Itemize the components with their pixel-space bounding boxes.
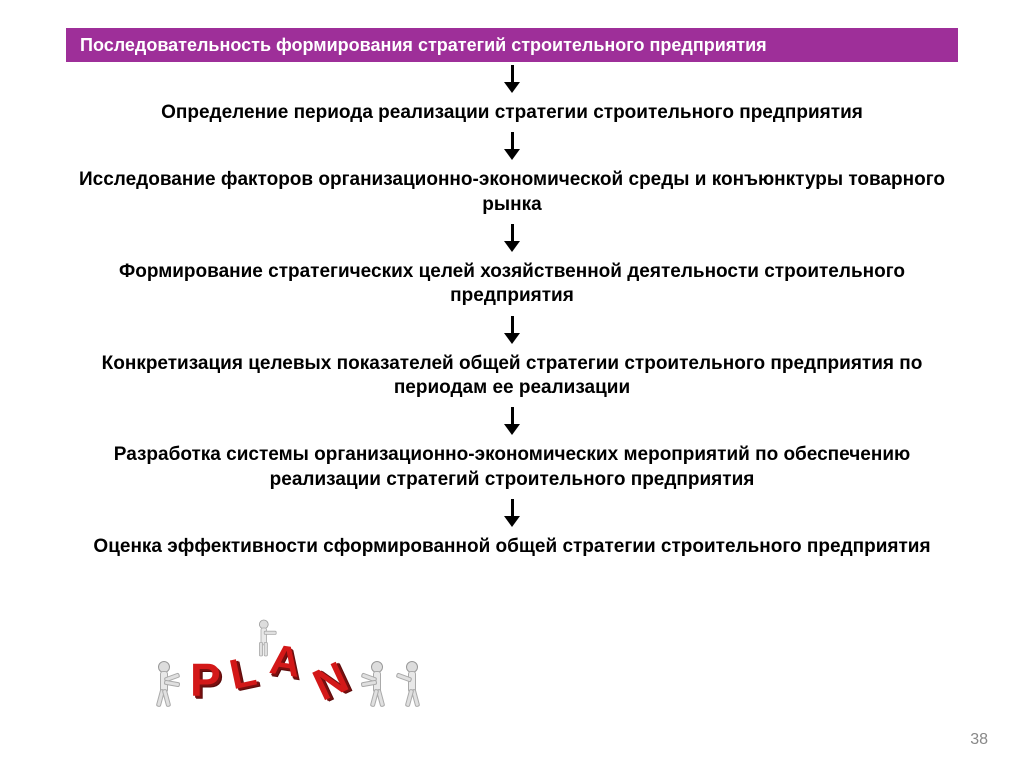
page-number: 38: [970, 731, 988, 749]
figure-icon: [365, 661, 391, 707]
header-bar: Последовательность формирования стратеги…: [66, 28, 958, 62]
flow-step: Оценка эффективности сформированной обще…: [93, 535, 930, 559]
plan-illustration: P L A N: [150, 617, 450, 707]
arrow-icon: [504, 407, 520, 435]
arrow-icon: [504, 499, 520, 527]
arrow-icon: [504, 316, 520, 344]
flowchart: Определение периода реализации стратегии…: [66, 62, 958, 563]
plan-letter-n: N: [306, 653, 356, 712]
flow-step: Формирование стратегических целей хозяйс…: [72, 260, 952, 309]
arrow-icon: [504, 132, 520, 160]
plan-letter-p: P: [190, 653, 221, 707]
flow-step: Разработка системы организационно-эконом…: [72, 443, 952, 492]
arrow-icon: [504, 65, 520, 93]
flow-step: Исследование факторов организационно-эко…: [72, 168, 952, 217]
header-title: Последовательность формирования стратеги…: [80, 35, 767, 56]
flow-step: Определение периода реализации стратегии…: [161, 101, 863, 125]
arrow-icon: [504, 224, 520, 252]
flow-step: Конкретизация целевых показателей общей …: [72, 352, 952, 401]
figure-icon: [400, 661, 426, 707]
figure-icon: [253, 620, 274, 657]
figure-icon: [150, 661, 176, 707]
